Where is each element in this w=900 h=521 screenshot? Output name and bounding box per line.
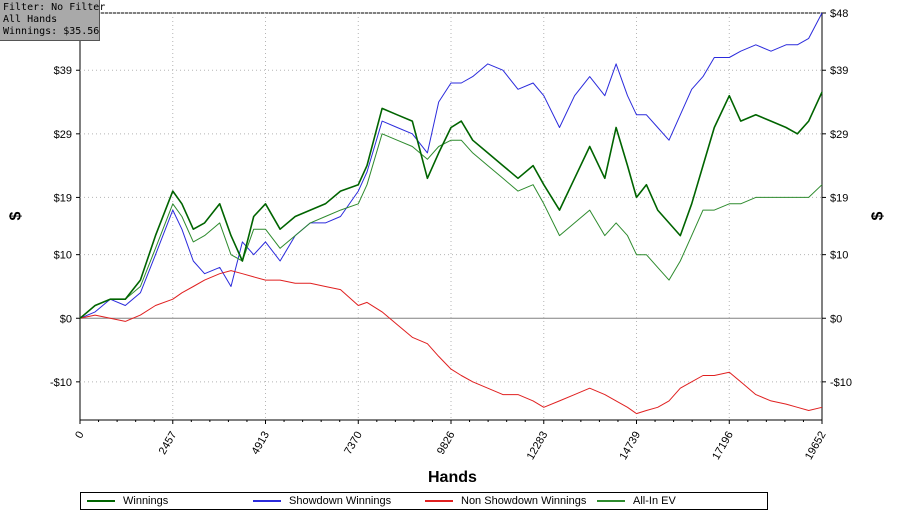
x-tick-label: 19652 (803, 430, 829, 462)
y-tick-label-left: $10 (54, 250, 72, 262)
chart-legend: Winnings Showdown Winnings Non Showdown … (80, 492, 768, 510)
y-tick-label-right: $39 (830, 65, 848, 77)
series-lines (79, 12, 823, 415)
x-tick-label: 4913 (249, 430, 272, 457)
legend-swatch-allin-ev (597, 500, 625, 503)
grid-lines (80, 12, 822, 420)
y-tick-label-right: -$10 (830, 377, 852, 389)
x-tick-label: 2457 (157, 430, 180, 457)
y-tick-label-left: -$10 (50, 377, 72, 389)
y-tick-label-left: $0 (60, 313, 72, 325)
x-tick-label: 12283 (525, 430, 551, 462)
y-tick-label-left: $29 (54, 129, 72, 141)
legend-item-non-showdown: Non Showdown Winnings (425, 495, 586, 507)
legend-label-non-showdown: Non Showdown Winnings (461, 495, 587, 507)
y-axis-title-left: $ (7, 211, 25, 221)
legend-label-winnings: Winnings (123, 495, 169, 507)
legend-swatch-winnings (87, 500, 115, 503)
series-line-showdown (79, 12, 823, 319)
y-axis-title-right: $ (869, 211, 887, 221)
legend-item-allin-ev: All-In EV (597, 495, 676, 507)
winnings-total: Winnings: $35.56 (3, 26, 100, 37)
legend-item-showdown: Showdown Winnings (253, 495, 391, 507)
y-tick-label-left: $39 (54, 65, 72, 77)
x-tick-label: 17196 (710, 430, 736, 462)
filter-label: Filter: No Filter (3, 2, 106, 13)
series-line-winnings (79, 91, 823, 319)
y-tick-label-right: $19 (830, 192, 848, 204)
x-tick-label: 14739 (617, 430, 643, 462)
y-tick-label-right: $10 (830, 250, 848, 262)
x-axis-title: Hands (428, 469, 477, 486)
y-tick-label-left: $19 (54, 192, 72, 204)
filter-info-box: Filter: No Filter All Hands Winnings: $3… (0, 0, 106, 41)
x-tick-label: 9826 (435, 430, 458, 457)
x-tick-label: 7370 (342, 430, 365, 457)
legend-swatch-non-showdown (425, 500, 453, 503)
legend-swatch-showdown (253, 500, 281, 503)
legend-label-allin-ev: All-In EV (633, 495, 676, 507)
legend-label-showdown: Showdown Winnings (289, 495, 392, 507)
y-tick-label-right: $29 (830, 129, 848, 141)
series-line-non-showdown (79, 270, 823, 415)
y-tick-label-right: $0 (830, 313, 842, 325)
plot-frame (79, 12, 823, 421)
hands-label: All Hands (3, 14, 58, 25)
y-tick-label-right: $48 (830, 8, 848, 20)
series-line-allin-ev (79, 133, 823, 319)
x-tick-label: 0 (73, 430, 86, 441)
legend-item-winnings: Winnings (87, 495, 168, 507)
